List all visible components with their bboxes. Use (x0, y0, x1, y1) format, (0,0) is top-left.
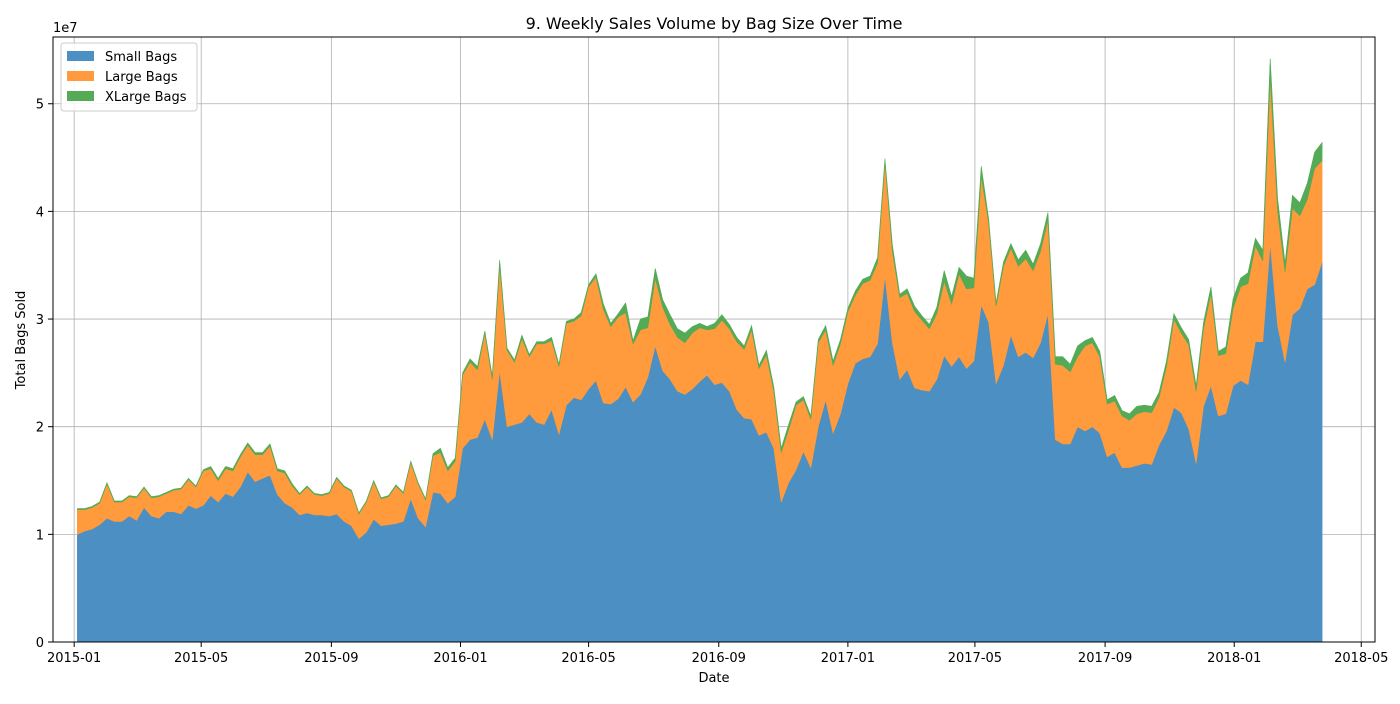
y-tick-label: 2 (36, 421, 44, 436)
x-tick-label: 2017-05 (948, 651, 1002, 666)
x-tick-label: 2017-01 (821, 651, 875, 666)
legend-label-small-bags: Small Bags (105, 50, 177, 65)
x-tick-label: 2018-05 (1334, 651, 1388, 666)
x-tick-label: 2016-05 (561, 651, 615, 666)
x-tick-label: 2016-09 (692, 651, 746, 666)
legend-label-large-bags: Large Bags (105, 70, 178, 85)
legend-label-xlarge-bags: XLarge Bags (105, 90, 187, 105)
y-tick-label: 3 (36, 313, 44, 328)
legend: Small Bags Large Bags XLarge Bags (60, 42, 198, 112)
legend-swatch-xlarge-bags (67, 91, 94, 101)
legend-swatch-small-bags (67, 51, 94, 61)
y-axis-title: Total Bags Sold (14, 291, 29, 391)
y-tick-label: 0 (36, 636, 44, 651)
x-axis-ticks: 2015-01 2015-05 2015-09 2016-01 2016-05 2016-… (47, 642, 1388, 666)
legend-items: Small Bags Large Bags XLarge Bags (67, 50, 187, 105)
area-layer (77, 58, 1323, 643)
y-axis-ticks: 0 1 2 3 4 5 (36, 98, 53, 651)
y-tick-label: 1 (36, 528, 44, 543)
x-tick-label: 2015-01 (47, 651, 101, 666)
y-tick-label: 4 (36, 205, 44, 220)
x-axis-title: Date (698, 671, 729, 686)
legend-box (60, 42, 198, 112)
x-tick-label: 2016-01 (433, 651, 487, 666)
y-tick-label: 5 (36, 98, 44, 113)
y-axis-multiplier: 1e7 (53, 21, 78, 36)
x-tick-label: 2015-05 (174, 651, 228, 666)
x-tick-label: 2017-09 (1078, 651, 1132, 666)
area-xlarge-bags (77, 58, 1323, 515)
plot-frame (52, 36, 1376, 643)
x-tick-label: 2018-01 (1207, 651, 1261, 666)
legend-swatch-large-bags (67, 71, 94, 81)
chart-title: 9. Weekly Sales Volume by Bag Size Over … (526, 14, 903, 33)
x-tick-label: 2015-09 (304, 651, 358, 666)
